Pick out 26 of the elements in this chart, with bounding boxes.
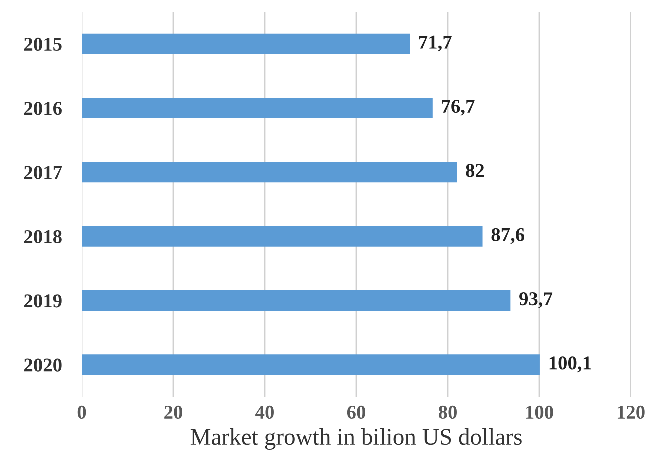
x-tick-label: 60	[347, 406, 366, 420]
x-tick-label: 0	[78, 406, 86, 420]
data-label: 82	[466, 164, 484, 178]
data-label: 100,1	[550, 356, 592, 373]
bar	[82, 226, 483, 247]
y-tick-label: 2018	[24, 230, 62, 244]
data-label: 93,7	[520, 292, 553, 308]
bar	[82, 98, 433, 119]
data-label: 76,7	[442, 100, 475, 116]
x-tick-label: 100	[526, 406, 554, 420]
y-tick-label: 2020	[24, 358, 62, 372]
bar	[82, 290, 511, 312]
x-tick-label: 120	[618, 406, 645, 420]
x-axis-title: Market growth in bilion US dollars	[190, 428, 522, 450]
bar	[82, 354, 540, 376]
x-tick-label: 20	[164, 406, 182, 420]
y-tick-label: 2016	[24, 102, 62, 116]
y-tick-label: 2015	[24, 38, 62, 52]
y-tick-label: 2019	[24, 294, 62, 308]
data-label: 71,7	[419, 36, 452, 52]
bar	[82, 162, 458, 183]
x-tick-label: 80	[438, 406, 457, 420]
x-tick-label: 40	[256, 406, 274, 420]
y-tick-label: 2017	[24, 166, 62, 180]
data-label: 87,6	[492, 228, 525, 244]
bar	[82, 34, 410, 54]
